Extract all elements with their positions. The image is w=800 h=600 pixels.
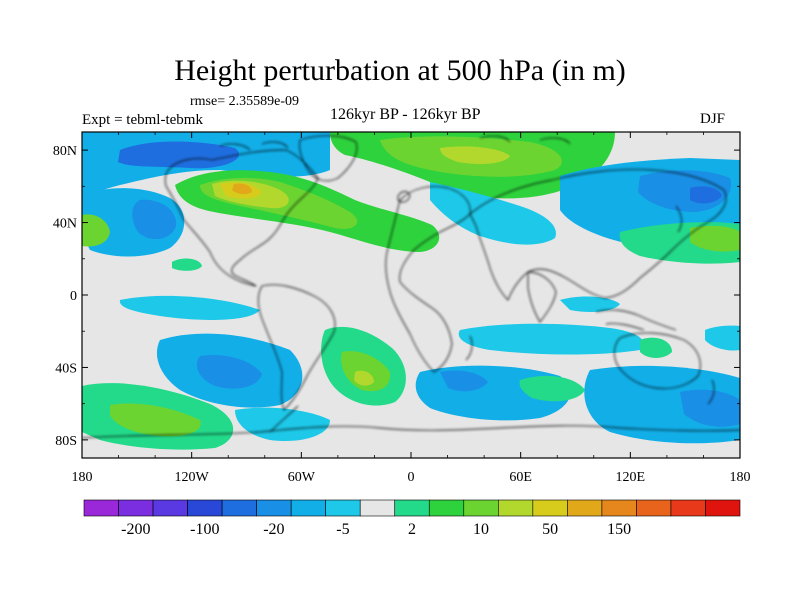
colorbar-swatch — [290, 499, 326, 517]
colorbar-swatch — [428, 499, 465, 517]
chart-title: Height perturbation at 500 hPa (in m) — [174, 54, 626, 87]
colorbar-swatch — [152, 499, 188, 517]
field-pos-arctic-eurasia-peak — [440, 146, 510, 164]
colorbar-swatch — [705, 499, 741, 517]
axis-ticks — [81, 132, 741, 458]
colorbar-swatch — [601, 499, 637, 517]
colorbar-label: -100 — [190, 521, 219, 538]
colorbar-swatch — [118, 499, 154, 517]
x-tick-label: 60E — [509, 470, 532, 485]
field-neg-tropics-indian — [458, 323, 644, 355]
colorbar-label: -20 — [263, 521, 284, 538]
coast-north-america — [164, 149, 319, 287]
field-pos-southern-ocean-east — [519, 375, 585, 402]
field-pos-south-atlantic-core — [354, 370, 374, 386]
colorbar-swatch — [359, 499, 396, 517]
colorbar-swatch — [394, 499, 430, 517]
coast-british-isles — [397, 191, 411, 203]
y-axis-labels: 80N 40N 0 40S 80S — [53, 144, 77, 449]
period-label: 126kyr BP - 126kyr BP — [330, 106, 481, 123]
field-pos-north-america-max — [232, 183, 252, 195]
colorbar-swatch — [532, 499, 568, 517]
field-pos-north-pacific-east-core — [690, 225, 740, 252]
coast-south-america — [257, 284, 336, 411]
coast-new-zealand — [707, 379, 715, 405]
colorbar-swatch — [221, 499, 257, 517]
x-tick-label: 120E — [616, 470, 646, 485]
y-tick-label: 40S — [55, 361, 77, 376]
experiment-label: Expt = tebml-tebmk — [82, 112, 203, 128]
colorbar-label: -200 — [121, 521, 150, 538]
field-neg-south-pacific-core — [196, 354, 262, 389]
x-tick-label: 120W — [175, 470, 210, 485]
coast-australia — [613, 332, 701, 389]
field-neg-arctic-west-core — [118, 141, 239, 169]
colorbar-swatch — [187, 499, 223, 517]
field-neg-north-pacific-core — [132, 199, 177, 240]
coast-india — [527, 271, 557, 323]
coast-asia — [469, 169, 727, 301]
coast-indonesia — [595, 309, 677, 331]
field-pos-southeast-pacific-core — [110, 403, 201, 437]
coast-antarctica — [82, 425, 740, 439]
colorbar-swatch — [83, 499, 119, 517]
colorbar-swatch — [567, 499, 603, 517]
x-tick-label: 180 — [730, 470, 751, 485]
field-neg-tropics-wpac — [560, 296, 620, 312]
colorbar-label: -5 — [336, 521, 349, 538]
field-neg-south-atlantic-west — [235, 407, 330, 442]
field-neg-east-asia-peak — [690, 186, 722, 204]
field-pos-south-atlantic-mid — [341, 351, 391, 392]
colorbar-swatch — [498, 499, 534, 517]
y-tick-label: 40N — [53, 217, 77, 232]
season-label: DJF — [700, 111, 726, 127]
colorbar-swatch — [325, 499, 361, 517]
y-tick-label: 0 — [70, 289, 77, 304]
map-area — [82, 132, 740, 458]
field-pos-west-edge — [82, 214, 110, 247]
x-tick-label: 0 — [408, 470, 415, 485]
coast-greenland — [299, 135, 358, 182]
field-pos-tropics-aus — [640, 337, 672, 358]
field-pos-tropics-1 — [172, 258, 202, 271]
y-tick-label: 80S — [55, 434, 77, 449]
colorbar-label: 50 — [542, 521, 558, 538]
field-neg-tropics-pacific — [119, 295, 260, 320]
colorbar-swatch — [256, 499, 292, 517]
coast-antarctic-peninsula — [269, 405, 299, 433]
y-tick-label: 80N — [53, 144, 77, 159]
coast-madagascar — [465, 335, 473, 361]
colorbar-label: 150 — [607, 521, 631, 538]
x-tick-label: 180 — [72, 470, 93, 485]
field-neg-south-indian — [584, 365, 740, 444]
colorbar-label: 2 — [408, 521, 416, 538]
colorbar-swatch — [463, 499, 499, 517]
field-neg-europe — [430, 182, 556, 245]
x-tick-label: 60W — [288, 470, 316, 485]
coast-japan — [675, 205, 683, 233]
colorbar-swatch — [636, 499, 672, 517]
colorbar-label: 10 — [473, 521, 489, 538]
colorbar-swatch — [670, 499, 706, 517]
field-neg-tropics-east-pac — [705, 325, 740, 351]
rmse-label: rmse= 2.35589e-09 — [190, 94, 299, 109]
coastlines — [82, 135, 740, 439]
colorbar-labels: -200 -100 -20 -5 2 10 50 150 — [121, 521, 631, 538]
coast-arctic-islands — [219, 135, 571, 151]
field-neg-south-indian-core — [680, 389, 740, 427]
field-neg-southern-ocean-core — [440, 370, 488, 392]
x-axis-labels: 180 120W 60W 0 60E 120E 180 — [72, 470, 751, 485]
colorbar — [83, 499, 741, 517]
